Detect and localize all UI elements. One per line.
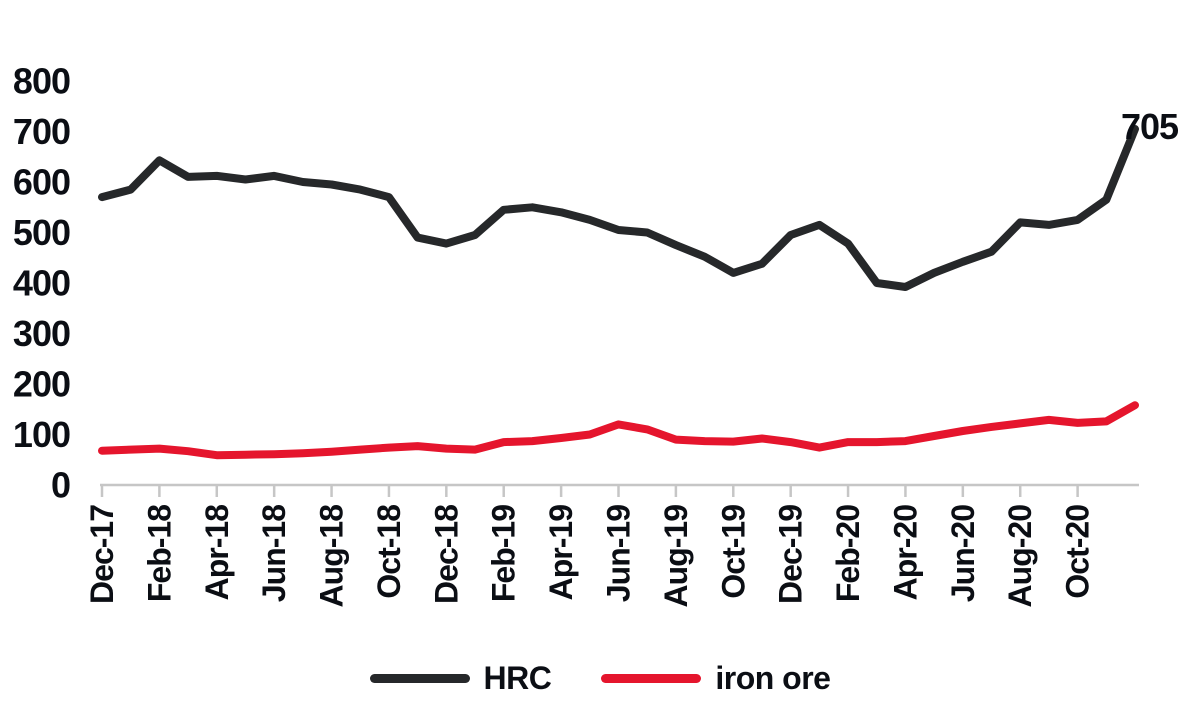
hrc-line-swatch: [369, 674, 470, 683]
x-tick-label: Feb-20: [830, 505, 866, 602]
y-tick-label: 700: [13, 111, 70, 152]
x-tick-label: Oct-19: [715, 505, 751, 599]
y-tick-label: 500: [13, 212, 70, 253]
y-tick-label: 0: [51, 465, 70, 506]
x-tick-label: Jun-19: [601, 505, 637, 602]
x-tick-label: Apr-20: [887, 505, 923, 601]
x-tick-label: Feb-19: [486, 505, 522, 602]
hrc-iron-ore-line-chart: Dec-17 Feb-18 Apr-18 Jun-18 Aug-18 Oct-18 Dec-…: [13, 61, 1180, 608]
x-axis-labels: Dec-17 Feb-18 Apr-18 Jun-18 Aug-18 Oct-18 Dec-…: [84, 485, 1096, 607]
y-tick-label: 400: [13, 263, 70, 304]
x-tick-label: Oct-20: [1060, 505, 1096, 599]
x-tick-label: Feb-18: [141, 505, 177, 602]
hrc-legend-label: HRC: [483, 660, 552, 696]
y-tick-label: 200: [13, 364, 70, 405]
x-tick-label: Dec-19: [773, 505, 809, 604]
y-tick-label: 800: [13, 61, 70, 102]
x-tick-label: Dec-17: [84, 505, 120, 604]
x-tick-label: Apr-18: [199, 505, 235, 601]
x-tick-label: Aug-19: [658, 505, 694, 608]
iron-ore-line-swatch: [601, 674, 702, 683]
x-tick-label: Jun-18: [256, 505, 292, 602]
y-tick-label: 300: [13, 313, 70, 354]
y-axis-labels: 0 100 200 300 400 500 600 700 800: [13, 61, 71, 506]
x-tick-label: Jun-20: [945, 505, 981, 602]
series-line-iron-ore: [98, 401, 1139, 460]
iron-ore-legend-label: iron ore: [715, 660, 831, 696]
y-tick-label: 100: [13, 414, 70, 455]
x-tick-label: Apr-19: [543, 505, 579, 601]
legend-item-iron-ore: iron ore: [601, 660, 831, 697]
x-tick-label: Dec-18: [428, 505, 464, 604]
x-tick-label: Aug-20: [1002, 505, 1038, 608]
x-tick-label: Aug-18: [314, 505, 350, 608]
annotation-last-value: 705: [1121, 106, 1179, 147]
y-tick-label: 600: [13, 162, 70, 203]
legend-item-hrc: HRC: [369, 660, 552, 697]
x-tick-label: Oct-18: [371, 505, 407, 599]
series-line-hrc: [98, 125, 1139, 291]
chart-legend: HRC iron ore: [0, 660, 1200, 697]
